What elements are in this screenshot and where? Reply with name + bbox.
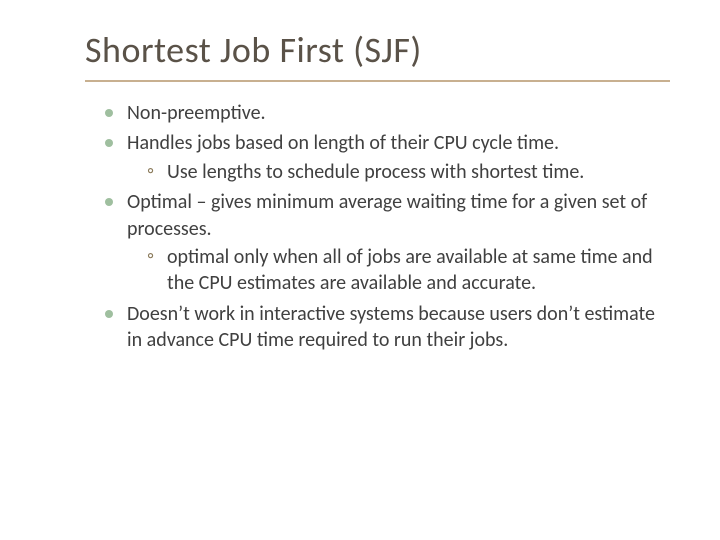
list-item: Handles jobs based on length of their CP… [105,130,670,185]
bullet-text: Optimal – gives minimum average waiting … [127,190,647,240]
title-rule [85,80,670,82]
sub-list: Use lengths to schedule process with sho… [147,159,670,185]
sub-list-item: optimal only when all of jobs are availa… [147,244,670,297]
bullet-text: Handles jobs based on length of their CP… [127,131,559,155]
bullet-text: Doesn’t work in interactive systems beca… [127,302,655,352]
bullet-list: Non-preemptive. Handles jobs based on le… [105,100,670,354]
bullet-text: Non-preemptive. [127,101,266,125]
slide-title: Shortest Job First (SJF) [85,28,670,72]
list-item: Non-preemptive. [105,100,670,126]
slide: Shortest Job First (SJF) Non-preemptive.… [0,0,720,540]
sub-bullet-text: Use lengths to schedule process with sho… [167,160,584,184]
sub-list: optimal only when all of jobs are availa… [147,244,670,297]
list-item: Doesn’t work in interactive systems beca… [105,301,670,354]
sub-list-item: Use lengths to schedule process with sho… [147,159,670,185]
list-item: Optimal – gives minimum average waiting … [105,189,670,297]
sub-bullet-text: optimal only when all of jobs are availa… [167,245,653,295]
